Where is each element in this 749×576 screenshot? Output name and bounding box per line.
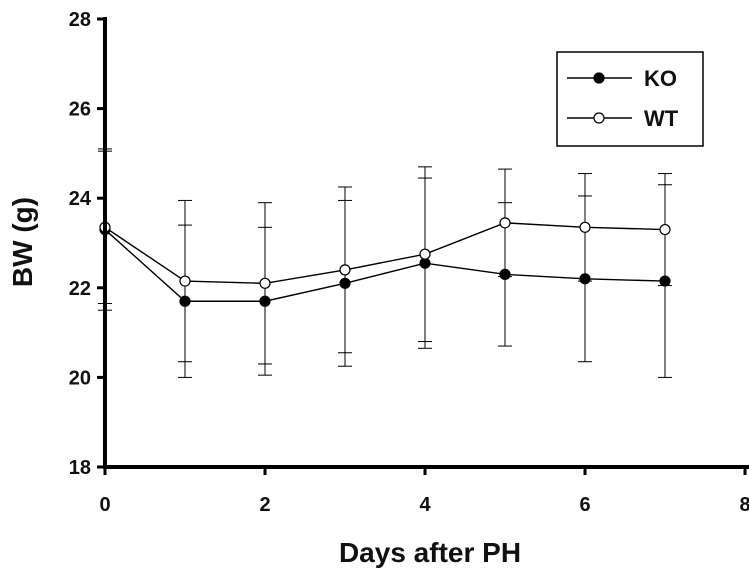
y-axis-title: BW (g) bbox=[7, 197, 38, 287]
wt-data-point bbox=[499, 217, 511, 229]
y-tick-label: 26 bbox=[69, 99, 91, 121]
x-ticks: 0 2 4 6 8 bbox=[99, 467, 749, 516]
wt-series-line bbox=[104, 222, 666, 285]
y-tick-label: 20 bbox=[69, 367, 91, 389]
x-tick-label: 0 bbox=[99, 494, 110, 516]
ko-data-point bbox=[579, 273, 591, 285]
ko-data-point bbox=[259, 295, 271, 307]
legend-marker-ko bbox=[593, 72, 605, 84]
legend-label-wt: WT bbox=[644, 106, 679, 131]
wt-data-point bbox=[339, 264, 351, 276]
legend-label-ko: KO bbox=[644, 66, 677, 91]
wt-data-point bbox=[659, 223, 671, 236]
legend-marker-wt bbox=[593, 112, 605, 124]
y-tick-label: 18 bbox=[69, 457, 91, 479]
series-lines bbox=[104, 222, 666, 302]
wt-data-point bbox=[259, 277, 271, 289]
x-tick-label: 6 bbox=[579, 494, 590, 516]
y-ticks: 18 20 22 24 26 28 bbox=[69, 9, 105, 479]
ko-series-line bbox=[104, 229, 666, 302]
wt-data-point bbox=[419, 248, 431, 260]
y-tick-label: 24 bbox=[69, 188, 92, 210]
legend-box bbox=[556, 51, 704, 147]
y-tick-label: 28 bbox=[69, 9, 91, 31]
ko-data-point bbox=[499, 268, 511, 280]
y-tick-label: 22 bbox=[69, 278, 91, 300]
error-bars bbox=[98, 148, 672, 378]
ko-data-point bbox=[659, 275, 671, 287]
x-tick-label: 2 bbox=[259, 494, 270, 516]
x-tick-label: 8 bbox=[739, 494, 749, 516]
x-tick-label: 4 bbox=[419, 494, 431, 516]
wt-data-point bbox=[579, 221, 591, 233]
wt-data-point bbox=[179, 275, 191, 287]
ko-data-point bbox=[179, 295, 191, 307]
ko-data-point bbox=[339, 277, 351, 289]
x-axis-title: Days after PH bbox=[339, 537, 521, 568]
legend: KO WT bbox=[556, 51, 704, 147]
